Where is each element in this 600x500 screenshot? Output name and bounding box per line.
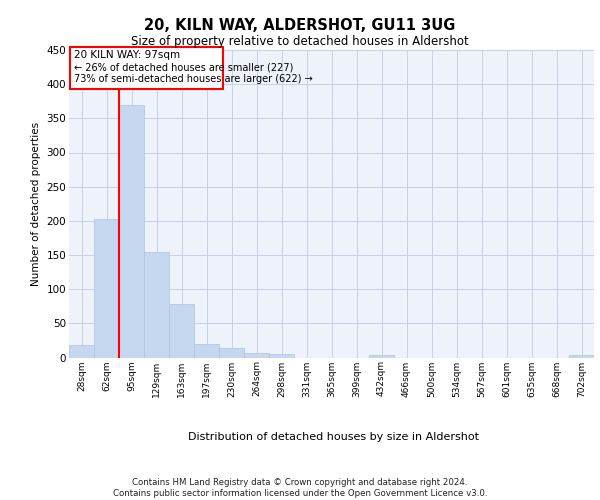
Bar bbox=[244, 352, 269, 358]
Text: 20 KILN WAY: 97sqm: 20 KILN WAY: 97sqm bbox=[74, 50, 180, 60]
Bar bbox=[119, 104, 144, 358]
FancyBboxPatch shape bbox=[70, 46, 223, 89]
Bar bbox=[569, 355, 594, 358]
Bar bbox=[94, 220, 119, 358]
Bar bbox=[69, 345, 94, 358]
Bar bbox=[194, 344, 219, 358]
Text: 73% of semi-detached houses are larger (622) →: 73% of semi-detached houses are larger (… bbox=[74, 74, 313, 84]
Text: ← 26% of detached houses are smaller (227): ← 26% of detached houses are smaller (22… bbox=[74, 62, 293, 72]
Text: Contains HM Land Registry data © Crown copyright and database right 2024.
Contai: Contains HM Land Registry data © Crown c… bbox=[113, 478, 487, 498]
Text: Size of property relative to detached houses in Aldershot: Size of property relative to detached ho… bbox=[131, 35, 469, 48]
Bar bbox=[144, 252, 169, 358]
Y-axis label: Number of detached properties: Number of detached properties bbox=[31, 122, 41, 286]
Bar bbox=[369, 355, 394, 358]
Text: Distribution of detached houses by size in Aldershot: Distribution of detached houses by size … bbox=[188, 432, 479, 442]
Bar bbox=[169, 304, 194, 358]
Bar bbox=[269, 354, 294, 358]
Bar bbox=[219, 348, 244, 358]
Text: 20, KILN WAY, ALDERSHOT, GU11 3UG: 20, KILN WAY, ALDERSHOT, GU11 3UG bbox=[145, 18, 455, 32]
